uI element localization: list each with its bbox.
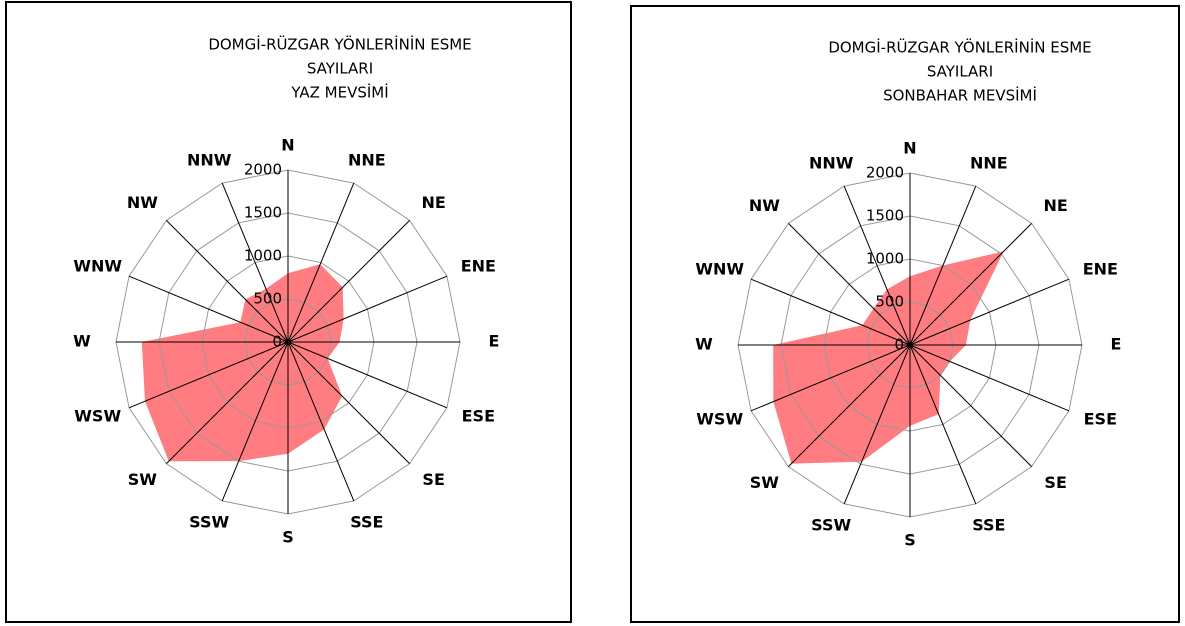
category-label: SSE bbox=[972, 516, 1005, 535]
category-label: ESE bbox=[1084, 410, 1117, 429]
radar-area bbox=[773, 251, 1004, 464]
axis-spoke bbox=[166, 220, 289, 343]
r-tick-label: 2000 bbox=[244, 161, 282, 179]
axis-spoke bbox=[221, 182, 289, 343]
category-label: NNE bbox=[348, 150, 386, 169]
r-tick-label: 0 bbox=[272, 333, 282, 351]
chart-title: SAYILARI bbox=[307, 60, 373, 78]
axis-spoke bbox=[909, 344, 1032, 467]
chart-title: DOMGİ-RÜZGAR YÖNLERİNİN ESME bbox=[828, 38, 1091, 57]
axis-spoke bbox=[750, 278, 911, 346]
category-label: SW bbox=[128, 470, 158, 489]
axis-spoke bbox=[843, 185, 911, 346]
axis-spoke bbox=[128, 341, 289, 409]
category-label: E bbox=[1111, 335, 1122, 354]
axis-spoke bbox=[287, 341, 410, 464]
category-label: ESE bbox=[462, 407, 495, 426]
radar-area bbox=[141, 264, 344, 462]
category-label: NNW bbox=[187, 150, 232, 169]
category-label: NW bbox=[127, 193, 158, 212]
category-label: SE bbox=[1044, 473, 1066, 492]
category-label: SE bbox=[422, 470, 444, 489]
category-label: ENE bbox=[461, 256, 496, 275]
chart-title: DOMGİ-RÜZGAR YÖNLERİNİN ESME bbox=[208, 35, 471, 54]
category-label: SSW bbox=[811, 516, 851, 535]
r-tick-label: 0 bbox=[894, 336, 904, 354]
category-label: WSW bbox=[74, 407, 121, 426]
axis-spoke bbox=[128, 275, 289, 343]
category-label: ENE bbox=[1083, 259, 1118, 278]
axis-spoke bbox=[287, 182, 355, 343]
axis-spoke bbox=[909, 344, 977, 505]
axis-spoke bbox=[788, 223, 911, 346]
category-label: SW bbox=[750, 473, 780, 492]
r-tick-label: 500 bbox=[253, 290, 282, 308]
axis-spoke bbox=[287, 275, 448, 343]
axis-spoke bbox=[287, 220, 410, 343]
category-label: E bbox=[489, 332, 500, 351]
chart-title: YAZ MEVSİMİ bbox=[290, 83, 388, 102]
category-label: S bbox=[904, 531, 916, 550]
axis-spoke bbox=[166, 341, 289, 464]
category-label: NW bbox=[749, 196, 780, 215]
r-tick-label: 500 bbox=[875, 293, 904, 311]
axis-spoke bbox=[750, 344, 911, 412]
axis-spoke bbox=[909, 344, 1070, 412]
category-label: S bbox=[282, 528, 294, 547]
category-label: NE bbox=[1043, 196, 1067, 215]
axis-spoke bbox=[287, 341, 355, 502]
category-label: N bbox=[903, 139, 916, 158]
r-tick-label: 1000 bbox=[866, 250, 904, 268]
axis-spoke bbox=[788, 344, 911, 467]
chart-title: SONBAHAR MEVSİMİ bbox=[883, 86, 1037, 105]
axis-spoke bbox=[909, 278, 1070, 346]
axis-spoke bbox=[221, 341, 289, 502]
axis-spoke bbox=[287, 341, 448, 409]
category-label: WSW bbox=[696, 410, 743, 429]
r-tick-label: 2000 bbox=[866, 164, 904, 182]
axis-spoke bbox=[909, 185, 977, 346]
category-label: W bbox=[73, 332, 91, 351]
axis-spoke bbox=[909, 223, 1032, 346]
category-label: W bbox=[695, 335, 713, 354]
category-label: WNW bbox=[73, 256, 122, 275]
r-tick-label: 1500 bbox=[244, 204, 282, 222]
category-label: NE bbox=[421, 193, 445, 212]
r-tick-label: 1000 bbox=[244, 247, 282, 265]
category-label: NNE bbox=[970, 153, 1008, 172]
r-tick-label: 1500 bbox=[866, 207, 904, 225]
category-label: NNW bbox=[809, 153, 854, 172]
category-label: SSE bbox=[350, 513, 383, 532]
chart-title: SAYILARI bbox=[927, 63, 993, 81]
category-label: WNW bbox=[695, 259, 744, 278]
axis-spoke bbox=[843, 344, 911, 505]
category-label: SSW bbox=[189, 513, 229, 532]
category-label: N bbox=[281, 136, 294, 155]
